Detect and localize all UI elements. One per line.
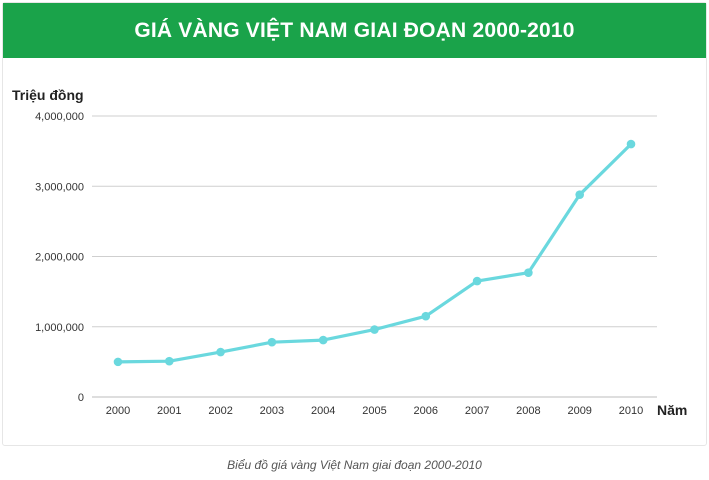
data-point-2000 bbox=[113, 357, 123, 367]
x-tick-label-2007: 2007 bbox=[465, 405, 489, 417]
chart-title: GIÁ VÀNG VIỆT NAM GIAI ĐOẠN 2000-2010 bbox=[134, 18, 575, 42]
data-point-2002 bbox=[216, 347, 225, 357]
data-point-2007 bbox=[472, 276, 482, 286]
data-point-2008 bbox=[524, 268, 533, 277]
x-tick-label-2006: 2006 bbox=[414, 405, 438, 417]
x-tick-label-2010: 2010 bbox=[619, 405, 643, 417]
x-tick-label-2008: 2008 bbox=[516, 405, 540, 417]
data-point-2010 bbox=[626, 139, 636, 149]
y-tick-label-3: 3,000,000 bbox=[35, 181, 84, 193]
data-point-2009 bbox=[575, 190, 584, 199]
data-point-2003 bbox=[267, 337, 277, 347]
x-tick-label-2001: 2001 bbox=[157, 405, 181, 417]
data-point-2006 bbox=[421, 311, 431, 321]
chart-caption: Biểu đồ giá vàng Việt Nam giai đoạn 2000… bbox=[227, 458, 482, 472]
x-tick-label-2009: 2009 bbox=[567, 405, 591, 417]
y-axis-label: Triệu đồng bbox=[12, 87, 84, 103]
data-point-2005 bbox=[370, 325, 379, 334]
y-tick-label-4: 4,000,000 bbox=[35, 111, 84, 123]
x-tick-label-2000: 2000 bbox=[106, 405, 130, 417]
x-tick-label-2004: 2004 bbox=[311, 405, 335, 417]
x-tick-label-2002: 2002 bbox=[208, 405, 232, 417]
data-point-2004 bbox=[318, 335, 328, 345]
title-banner: GIÁ VÀNG VIỆT NAM GIAI ĐOẠN 2000-2010 bbox=[3, 3, 706, 58]
y-tick-label-2: 2,000,000 bbox=[35, 252, 84, 264]
y-tick-label-1: 1,000,000 bbox=[35, 322, 84, 334]
x-tick-label-2005: 2005 bbox=[362, 405, 386, 417]
chart-card: GIÁ VÀNG VIỆT NAM GIAI ĐOẠN 2000-2010 bbox=[2, 2, 707, 446]
y-tick-label-0: 0 bbox=[78, 392, 84, 404]
x-tick-label-2003: 2003 bbox=[260, 405, 284, 417]
data-point-2001 bbox=[165, 356, 174, 366]
x-axis-label: Năm bbox=[657, 402, 687, 418]
